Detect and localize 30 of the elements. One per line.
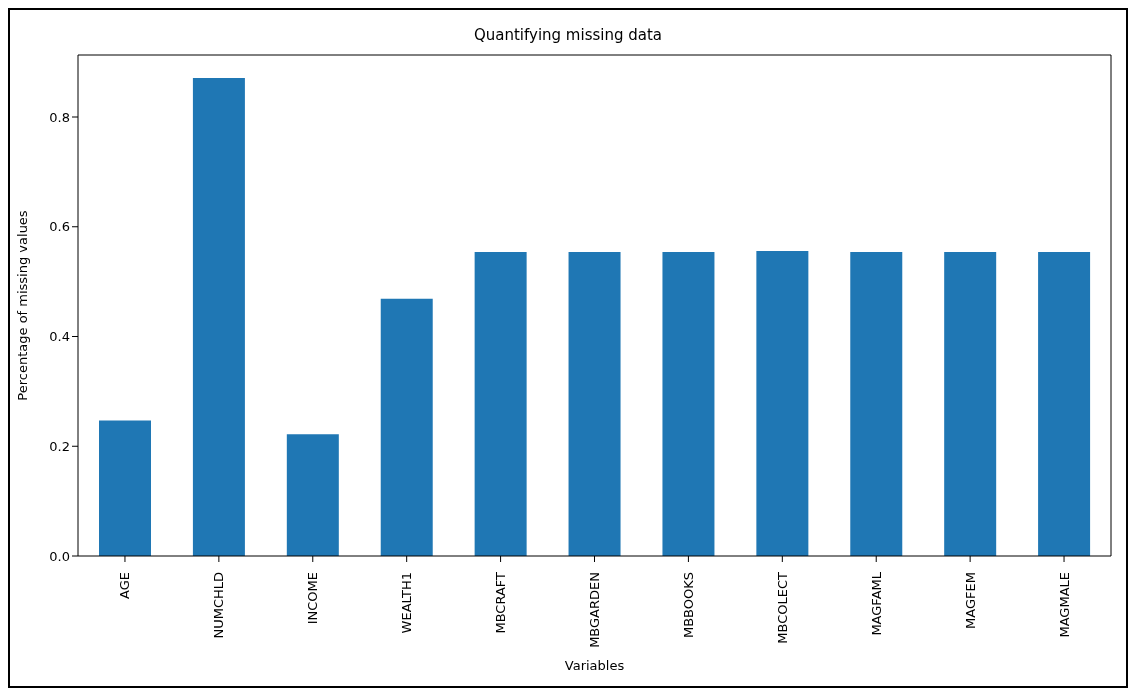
x-axis-title: Variables (564, 658, 625, 673)
bar (944, 252, 997, 556)
bar (756, 250, 809, 556)
y-tick-label: 0.0 (49, 548, 70, 564)
x-tick-label: NUMCHLD (211, 572, 227, 639)
bar (662, 252, 715, 556)
x-tick-label: MAGMALE (1056, 572, 1072, 638)
y-tick-label: 0.6 (49, 219, 70, 235)
y-tick-label: 0.2 (49, 438, 70, 454)
bar (286, 434, 339, 556)
bar (850, 252, 903, 556)
y-axis-title: Percentage of missing values (14, 210, 30, 401)
x-tick-label: MBCRAFT (493, 571, 509, 634)
bar (380, 298, 433, 556)
bar (99, 420, 151, 556)
x-tick-label: MBBOOKS (680, 572, 696, 639)
y-tick-label: 0.4 (49, 329, 70, 345)
bar (474, 252, 527, 556)
y-tick-label: 0.8 (49, 109, 70, 125)
chart-title: Quantifying missing data (472, 26, 664, 46)
bar (192, 78, 245, 556)
bar (1038, 252, 1091, 556)
x-tick-label: MBCOLECT (774, 571, 790, 644)
x-tick-label: WEALTH1 (399, 572, 415, 634)
x-tick-label: MAGFEM (962, 572, 978, 629)
x-tick-label: MBGARDEN (587, 572, 602, 648)
x-tick-label: INCOME (305, 572, 321, 625)
bar (568, 252, 621, 556)
x-tick-label: MAGFAML (868, 571, 884, 636)
x-tick-label: AGE (117, 572, 133, 599)
